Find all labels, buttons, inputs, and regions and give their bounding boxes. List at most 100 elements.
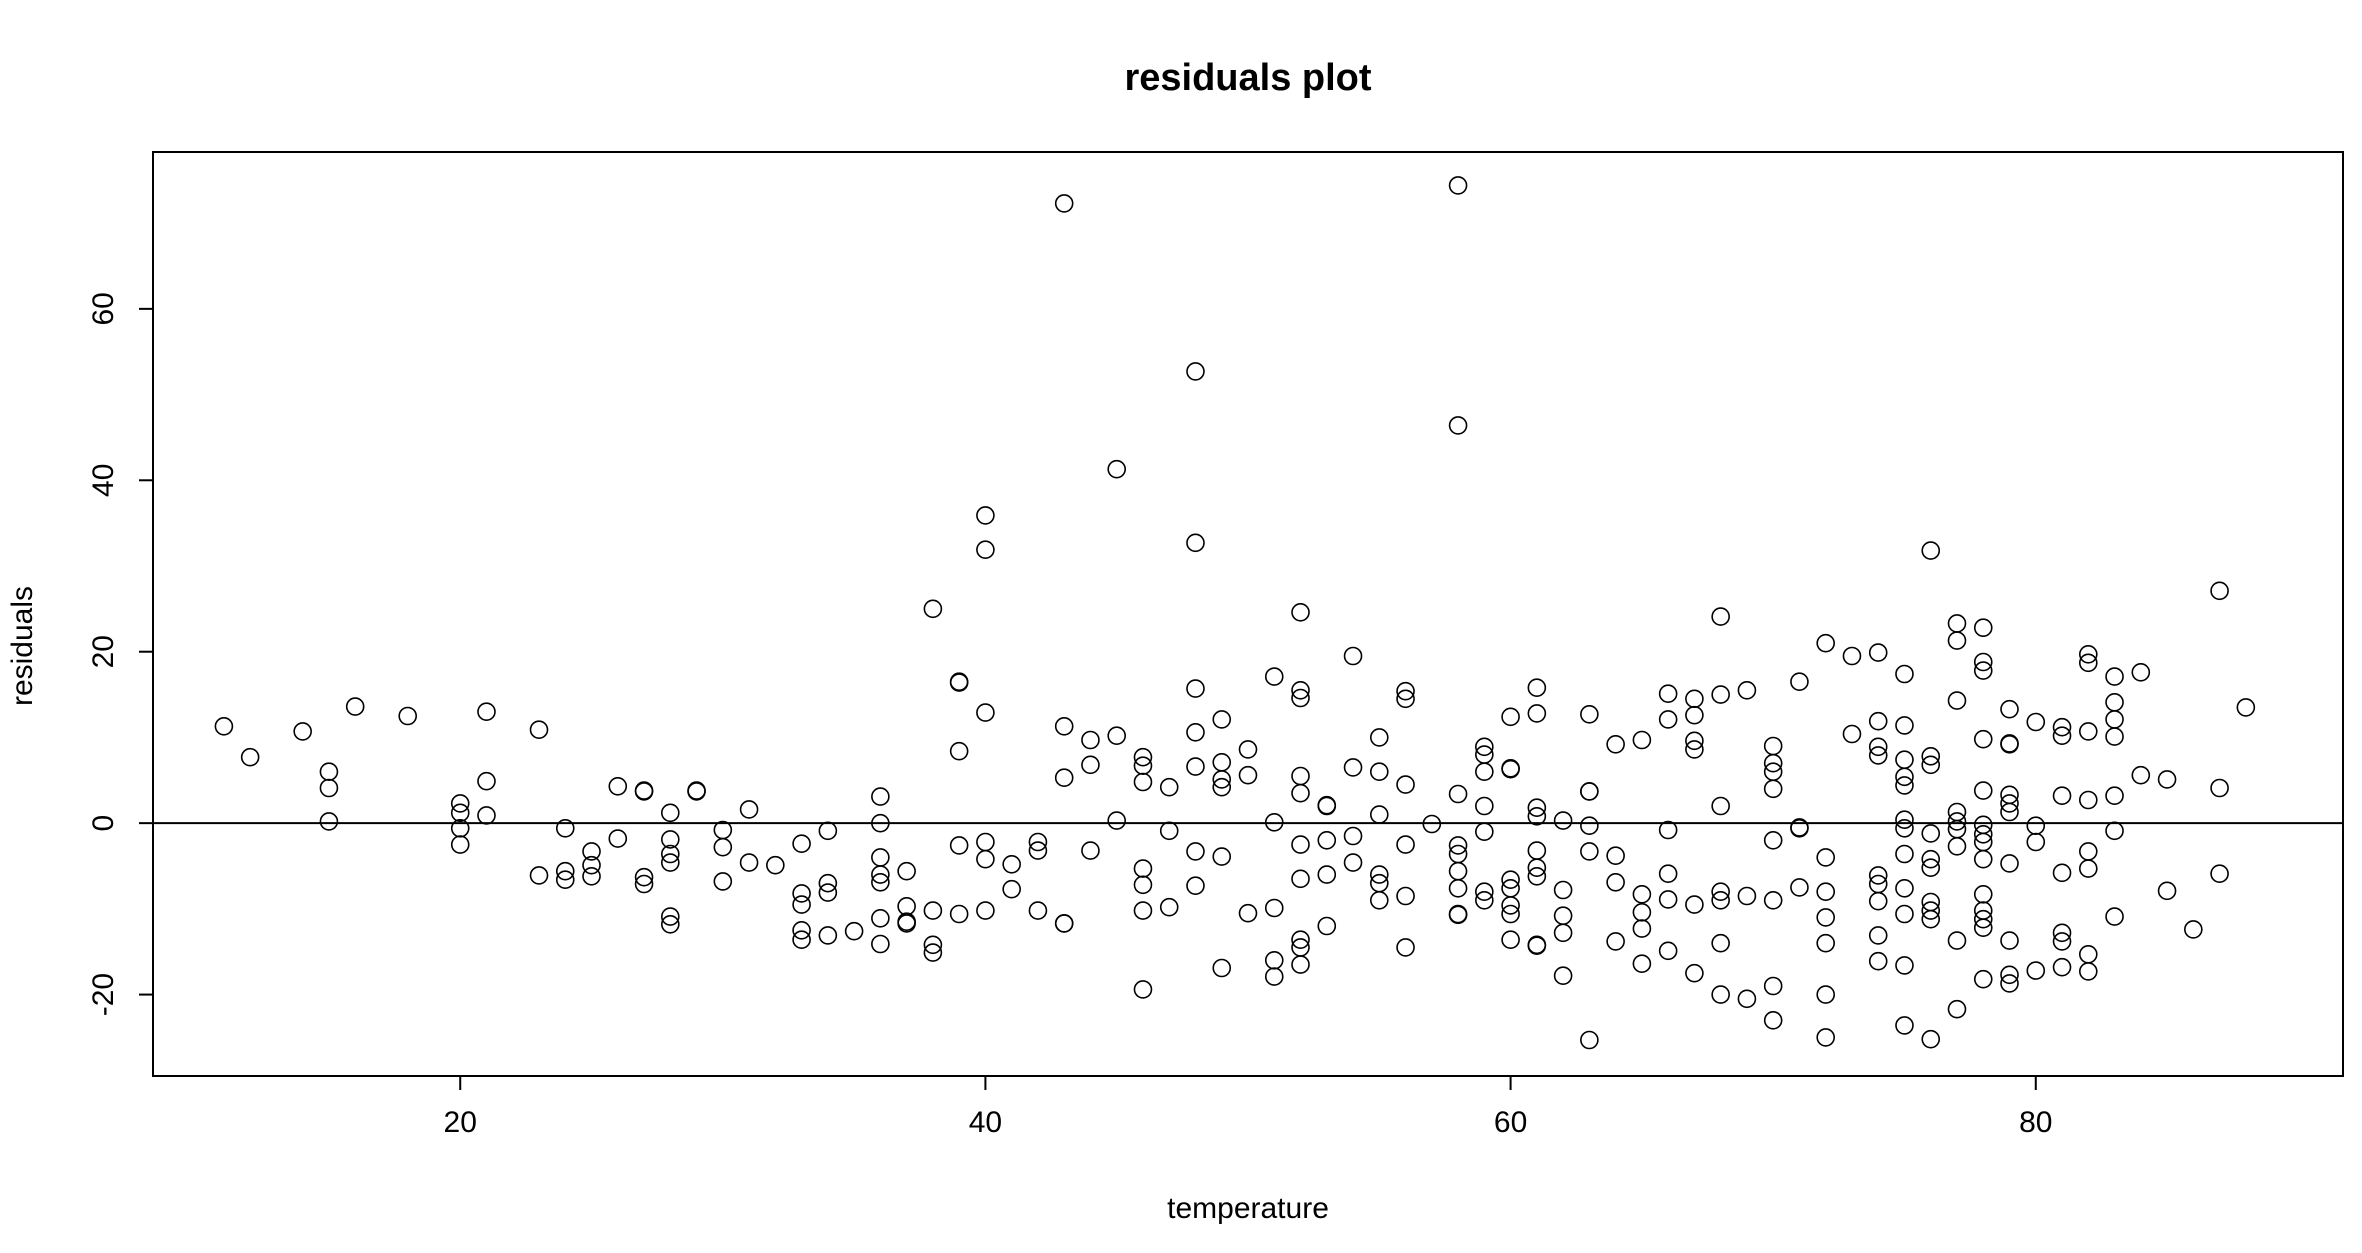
data-point	[1947, 691, 1967, 710]
chart-title: residuals plot	[1124, 57, 1371, 99]
data-point	[1291, 930, 1310, 950]
x-axis-label: temperature	[1167, 1192, 1329, 1225]
data-point	[818, 821, 838, 841]
data-point	[1580, 704, 1599, 724]
data-point	[1212, 847, 1232, 866]
data-point	[1186, 362, 1205, 381]
data-point	[1291, 835, 1310, 854]
data-point	[2078, 859, 2098, 878]
data-point	[739, 800, 759, 819]
data-point	[1895, 810, 1914, 830]
data-point	[1895, 664, 1914, 684]
data-point	[1868, 951, 1888, 971]
data-point	[1685, 895, 1704, 914]
data-point	[1921, 849, 1941, 869]
data-point	[2157, 881, 2177, 901]
data-point	[1790, 878, 1809, 897]
data-point	[1973, 729, 1993, 749]
data-point	[1816, 633, 1835, 653]
data-point	[1501, 930, 1520, 950]
data-point	[1527, 858, 1547, 878]
data-point	[1553, 811, 1573, 830]
data-point	[1632, 730, 1652, 750]
data-point	[2131, 662, 2151, 682]
data-point	[818, 873, 838, 893]
data-point	[1973, 884, 1993, 904]
data-point	[1685, 963, 1704, 983]
data-point	[2026, 712, 2046, 732]
data-point	[1816, 882, 1835, 902]
data-point	[1947, 836, 1967, 856]
data-point	[1133, 747, 1153, 767]
data-point	[319, 778, 339, 798]
data-point	[319, 762, 339, 782]
data-point	[2052, 957, 2072, 977]
data-point	[1527, 841, 1547, 860]
data-point	[1763, 753, 1783, 773]
data-point	[1475, 762, 1494, 782]
data-point	[1396, 689, 1415, 709]
data-point	[1763, 976, 1783, 996]
data-point	[1553, 906, 1573, 926]
data-point	[2052, 923, 2072, 943]
data-point	[1475, 737, 1494, 757]
x-tick-label: 20	[444, 1106, 477, 1139]
data-point	[1369, 890, 1389, 910]
data-point	[1606, 872, 1625, 892]
data-point	[766, 855, 785, 875]
data-point	[1238, 903, 1258, 923]
data-point	[582, 855, 601, 875]
data-point	[1868, 926, 1888, 945]
data-point	[582, 842, 601, 861]
data-point	[792, 834, 811, 854]
data-point	[792, 884, 811, 903]
data-point	[1553, 880, 1573, 900]
data-point	[1133, 875, 1153, 895]
data-point	[2078, 842, 2098, 861]
data-point	[1658, 864, 1678, 884]
data-point	[1028, 841, 1048, 860]
data-point	[293, 722, 312, 741]
data-point	[1685, 689, 1704, 709]
data-point	[1816, 1028, 1835, 1047]
data-point	[634, 867, 654, 887]
data-point	[1580, 782, 1599, 801]
data-point	[1448, 861, 1468, 881]
y-tick-label: 40	[87, 464, 120, 497]
data-point	[1868, 711, 1888, 731]
data-point	[1107, 459, 1127, 479]
data-point	[1842, 646, 1862, 666]
data-point	[1343, 853, 1363, 872]
data-point	[1973, 909, 1993, 929]
data-point	[1159, 821, 1179, 841]
data-point	[2026, 816, 2046, 836]
data-point	[1396, 681, 1415, 701]
data-point	[1396, 938, 1415, 957]
data-point	[1711, 985, 1730, 1004]
data-point	[2000, 699, 2019, 719]
data-point	[792, 895, 811, 914]
data-point	[1790, 672, 1809, 692]
data-point	[897, 914, 916, 933]
data-point	[1868, 746, 1888, 765]
data-point	[1317, 796, 1337, 816]
data-point	[1054, 194, 1074, 213]
data-point	[2105, 821, 2124, 841]
data-point	[1186, 722, 1205, 742]
data-point	[871, 813, 890, 833]
data-point	[1973, 969, 1993, 989]
data-point	[1790, 818, 1809, 838]
data-point	[555, 870, 575, 890]
data-point	[1868, 891, 1888, 911]
data-point	[661, 844, 680, 864]
data-point	[2000, 854, 2019, 873]
data-point	[1291, 955, 1310, 974]
data-point	[2026, 961, 2046, 980]
data-point	[319, 812, 339, 831]
data-point	[1816, 908, 1835, 927]
data-point	[1186, 679, 1205, 698]
data-point	[897, 861, 916, 881]
data-point	[2236, 698, 2256, 717]
data-point	[1291, 783, 1310, 803]
